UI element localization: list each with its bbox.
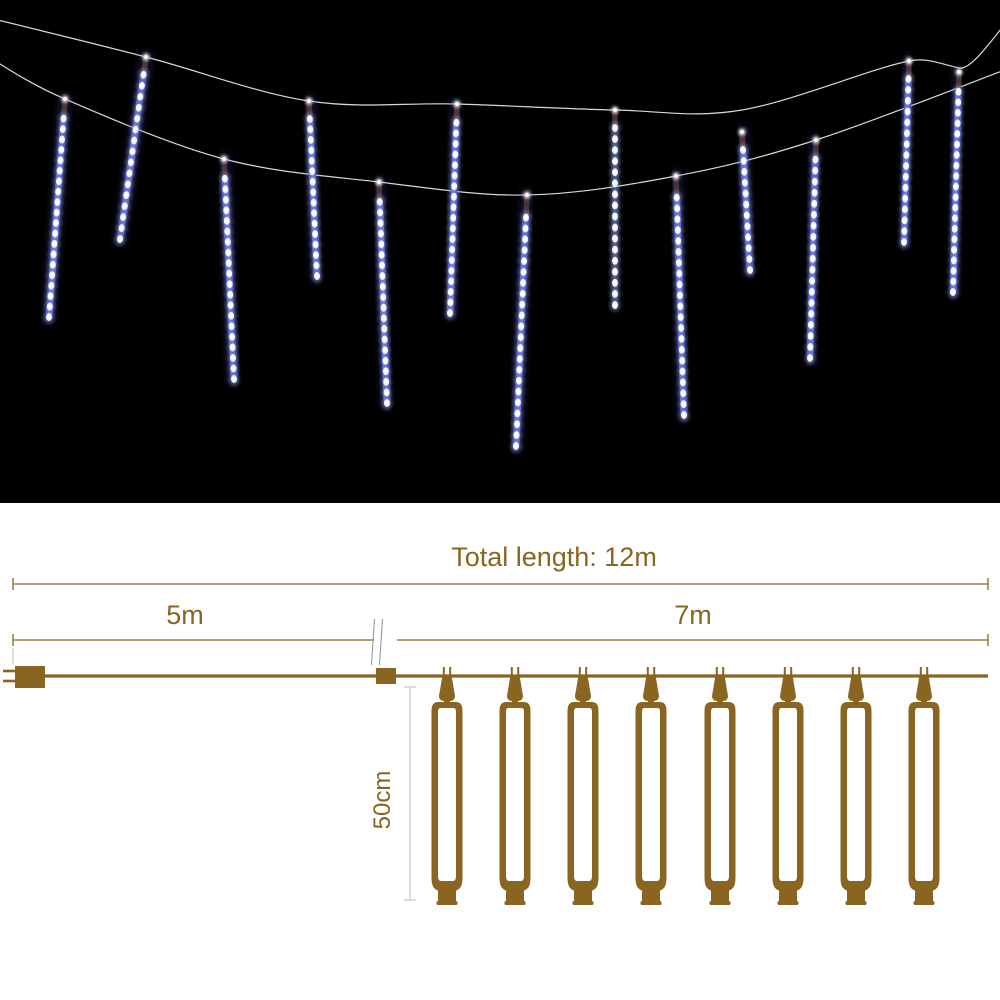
svg-text:50cm: 50cm [369,771,396,830]
svg-text:7m: 7m [674,600,712,630]
svg-text:5m: 5m [166,600,204,630]
svg-text:Total length: 12m: Total length: 12m [451,542,657,572]
